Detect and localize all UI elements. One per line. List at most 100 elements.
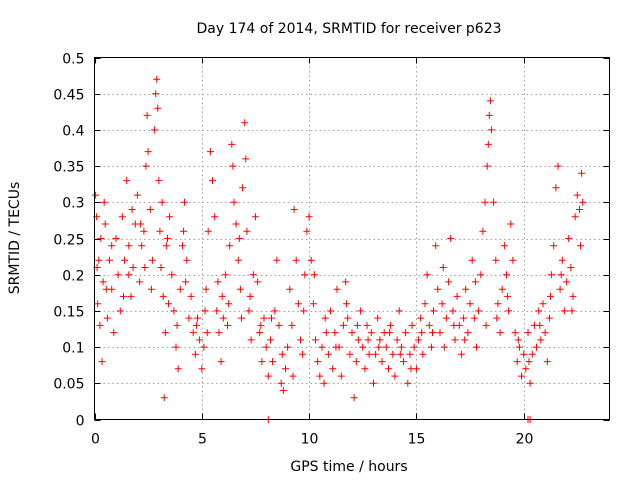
data-point [376, 336, 384, 344]
y-tick-label: 0 [76, 414, 85, 430]
data-point [251, 213, 259, 221]
data-point [211, 213, 219, 221]
data-point [273, 256, 281, 264]
data-point [578, 169, 586, 177]
data-point [387, 321, 395, 329]
data-point [142, 162, 150, 170]
data-point [279, 387, 287, 394]
data-point [406, 350, 414, 358]
data-point [418, 329, 426, 337]
data-point [125, 242, 133, 250]
data-point [447, 235, 455, 242]
data-point [430, 307, 437, 315]
data-point [215, 329, 223, 337]
data-point [219, 314, 227, 322]
data-point [525, 358, 533, 366]
data-point [260, 314, 268, 322]
data-point [475, 307, 483, 315]
data-point [136, 278, 144, 286]
data-point [505, 307, 513, 315]
data-point [300, 307, 308, 315]
data-point [138, 242, 146, 250]
x-tick-label: 15 [408, 432, 426, 448]
data-point [154, 104, 162, 112]
data-point [560, 307, 568, 315]
data-point [515, 343, 523, 351]
data-point [108, 242, 116, 250]
data-point [393, 336, 401, 344]
data-point [165, 300, 172, 308]
data-point [226, 242, 234, 250]
x-tick-label: 20 [516, 432, 534, 448]
data-point [579, 198, 587, 206]
data-point [147, 285, 155, 293]
data-point [477, 271, 485, 279]
data-point [432, 242, 440, 250]
data-point [493, 314, 501, 322]
data-point [292, 256, 300, 264]
data-point [494, 300, 502, 308]
data-point [174, 365, 182, 373]
data-point [490, 198, 498, 206]
chart-title: Day 174 of 2014, SRMTID for receiver p62… [196, 21, 501, 37]
data-point [307, 256, 315, 264]
data-point [513, 358, 521, 366]
data-point [318, 343, 326, 351]
data-point [453, 292, 461, 300]
data-point [269, 358, 277, 366]
data-point [327, 307, 334, 315]
data-point [224, 321, 231, 329]
data-point [286, 285, 294, 293]
data-point [464, 329, 472, 337]
data-point [450, 321, 458, 329]
data-point [363, 321, 371, 329]
data-point [548, 271, 556, 279]
data-point [539, 300, 547, 308]
data-point [524, 329, 532, 337]
data-point [407, 365, 415, 373]
data-point [146, 206, 154, 213]
data-point [140, 227, 148, 235]
data-point [343, 300, 351, 308]
data-point [427, 343, 435, 351]
data-point [322, 329, 330, 337]
data-point [481, 198, 489, 206]
data-point [176, 285, 184, 293]
data-point [289, 372, 297, 380]
data-point [158, 198, 166, 206]
data-point [429, 329, 436, 337]
data-point [203, 329, 211, 337]
data-point [365, 350, 373, 358]
data-point [182, 278, 190, 286]
data-point [120, 292, 127, 300]
data-point [303, 227, 311, 235]
data-point [262, 343, 270, 351]
data-point [141, 264, 149, 271]
data-point [563, 278, 571, 286]
data-point [297, 336, 304, 344]
data-point [191, 350, 199, 358]
data-point [492, 256, 500, 264]
y-tick-label: 0.4 [62, 124, 84, 140]
data-point [155, 177, 163, 185]
data-point [500, 242, 508, 250]
data-point [536, 321, 544, 329]
y-tick-label: 0.3 [62, 196, 84, 212]
data-point [554, 162, 562, 170]
data-point [157, 264, 165, 271]
y-tick-label: 0.5 [62, 52, 84, 68]
data-point [267, 336, 274, 344]
data-point [350, 394, 358, 402]
x-tick-label: 0 [91, 432, 100, 448]
data-point [181, 198, 189, 206]
data-point [299, 350, 307, 358]
data-point [537, 336, 545, 344]
data-point [339, 321, 347, 329]
data-point [206, 148, 214, 156]
data-point [234, 256, 242, 264]
data-point [391, 372, 399, 380]
data-point [569, 292, 577, 300]
data-point [498, 285, 506, 293]
data-point [316, 372, 324, 380]
